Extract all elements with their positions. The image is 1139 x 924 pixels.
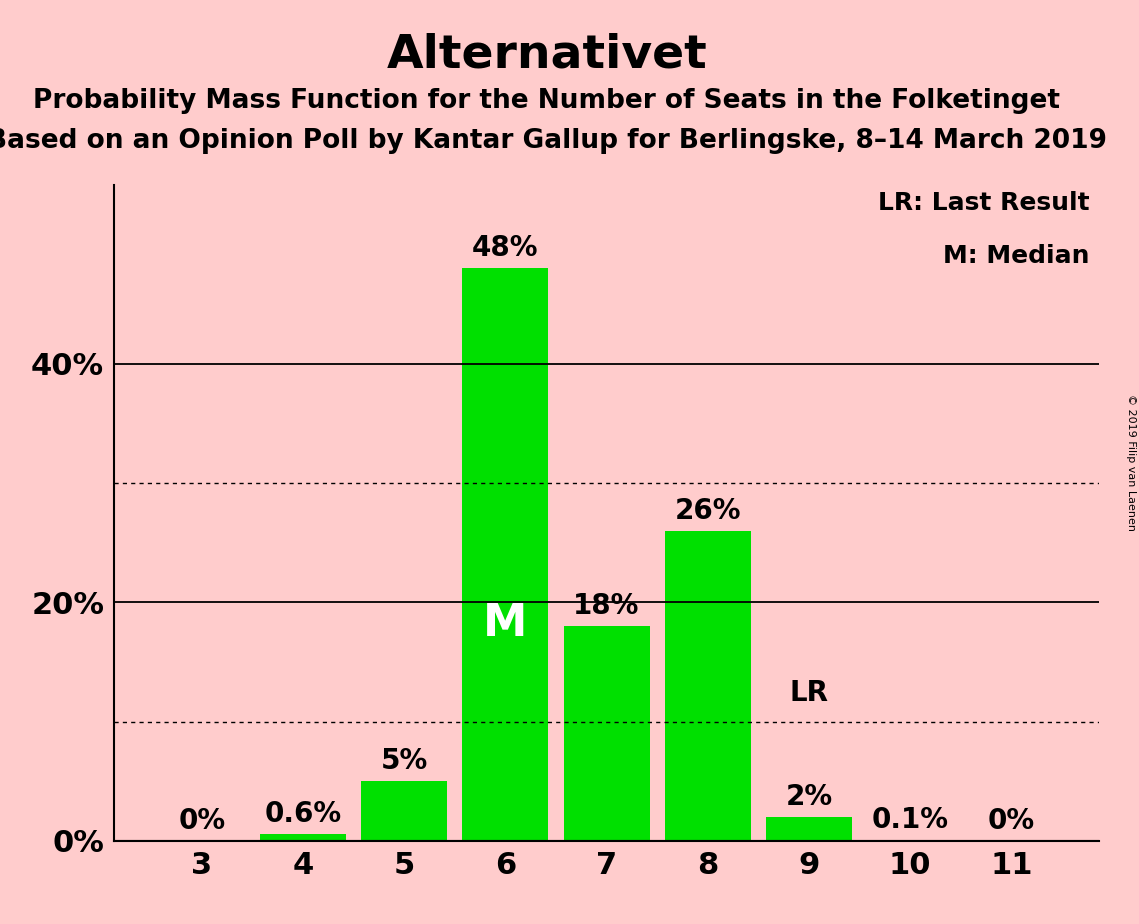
Text: LR: LR bbox=[789, 679, 828, 707]
Bar bbox=[462, 268, 548, 841]
Text: 0.6%: 0.6% bbox=[264, 799, 342, 828]
Bar bbox=[564, 626, 649, 841]
Bar bbox=[867, 840, 953, 841]
Text: M: M bbox=[483, 602, 527, 645]
Text: Probability Mass Function for the Number of Seats in the Folketinget: Probability Mass Function for the Number… bbox=[33, 88, 1060, 114]
Text: © 2019 Filip van Laenen: © 2019 Filip van Laenen bbox=[1126, 394, 1136, 530]
Bar bbox=[765, 817, 852, 841]
Text: Alternativet: Alternativet bbox=[386, 32, 707, 78]
Bar bbox=[665, 530, 751, 841]
Text: 0.1%: 0.1% bbox=[871, 806, 949, 833]
Text: 48%: 48% bbox=[472, 235, 539, 262]
Text: 26%: 26% bbox=[674, 497, 741, 525]
Bar bbox=[260, 833, 346, 841]
Text: 2%: 2% bbox=[786, 783, 833, 811]
Bar bbox=[361, 781, 448, 841]
Text: 0%: 0% bbox=[178, 807, 226, 835]
Text: LR: Last Result: LR: Last Result bbox=[878, 191, 1089, 215]
Text: 0%: 0% bbox=[988, 807, 1035, 835]
Text: 18%: 18% bbox=[573, 592, 640, 620]
Text: M: Median: M: Median bbox=[943, 244, 1089, 268]
Text: Based on an Opinion Poll by Kantar Gallup for Berlingske, 8–14 March 2019: Based on an Opinion Poll by Kantar Gallu… bbox=[0, 128, 1107, 153]
Text: 5%: 5% bbox=[380, 748, 428, 775]
